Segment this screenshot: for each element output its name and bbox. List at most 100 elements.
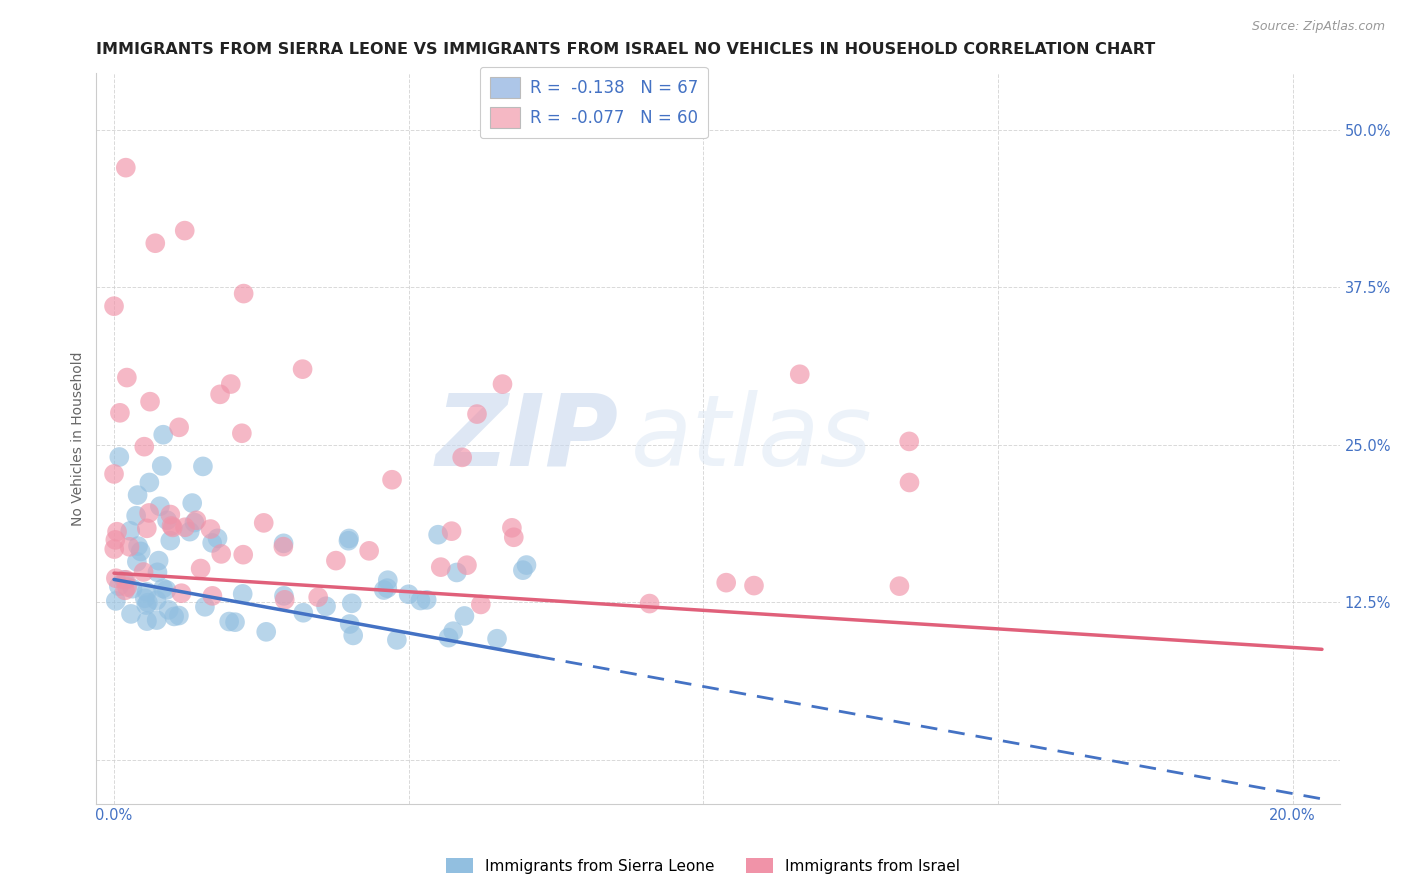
Text: ZIP: ZIP xyxy=(436,390,619,487)
Point xyxy=(159,533,181,548)
Point xyxy=(135,584,157,599)
Point xyxy=(273,536,295,550)
Point xyxy=(104,594,127,608)
Point xyxy=(437,631,460,645)
Point xyxy=(377,573,399,587)
Point xyxy=(108,450,131,464)
Point xyxy=(398,587,420,601)
Point xyxy=(898,475,921,490)
Point xyxy=(201,589,224,603)
Point xyxy=(115,580,138,594)
Point xyxy=(156,513,179,527)
Point xyxy=(201,536,224,550)
Point xyxy=(789,368,811,382)
Point xyxy=(125,555,148,569)
Point xyxy=(340,596,363,610)
Point xyxy=(162,520,184,534)
Point xyxy=(174,520,197,534)
Text: IMMIGRANTS FROM SIERRA LEONE VS IMMIGRANTS FROM ISRAEL NO VEHICLES IN HOUSEHOLD : IMMIGRANTS FROM SIERRA LEONE VS IMMIGRAN… xyxy=(97,42,1156,57)
Point xyxy=(381,473,404,487)
Point xyxy=(179,524,201,539)
Point xyxy=(104,571,127,585)
Point xyxy=(200,522,222,536)
Point xyxy=(186,513,208,527)
Point xyxy=(125,508,148,523)
Point xyxy=(486,632,509,646)
Point xyxy=(385,632,408,647)
Point xyxy=(114,583,136,598)
Point xyxy=(145,613,167,627)
Point xyxy=(121,582,143,596)
Point xyxy=(291,362,314,376)
Point xyxy=(191,459,214,474)
Point xyxy=(103,467,125,481)
Point xyxy=(232,548,254,562)
Point xyxy=(315,599,337,614)
Point xyxy=(150,458,173,473)
Point xyxy=(373,582,395,597)
Point xyxy=(181,496,204,510)
Point xyxy=(135,598,157,612)
Point xyxy=(114,161,136,175)
Point xyxy=(292,606,315,620)
Point xyxy=(136,596,159,610)
Point xyxy=(190,561,212,575)
Point xyxy=(194,599,217,614)
Point xyxy=(209,387,232,401)
Point xyxy=(104,533,127,547)
Legend: Immigrants from Sierra Leone, Immigrants from Israel: Immigrants from Sierra Leone, Immigrants… xyxy=(440,852,966,880)
Point xyxy=(889,579,911,593)
Point xyxy=(139,394,162,409)
Point xyxy=(159,508,181,522)
Point xyxy=(135,521,157,535)
Point xyxy=(339,617,361,632)
Point xyxy=(152,582,174,596)
Point xyxy=(224,615,246,629)
Point xyxy=(120,524,142,538)
Point xyxy=(148,554,170,568)
Point xyxy=(465,407,488,421)
Point xyxy=(129,544,152,558)
Point xyxy=(231,426,253,441)
Point xyxy=(273,540,295,554)
Point xyxy=(112,573,135,587)
Point xyxy=(127,488,149,502)
Point xyxy=(427,527,450,541)
Point xyxy=(115,370,138,384)
Point xyxy=(120,607,142,621)
Point xyxy=(138,475,160,490)
Point xyxy=(146,566,169,580)
Point xyxy=(209,547,232,561)
Point xyxy=(274,592,297,607)
Legend: R =  -0.138   N = 67, R =  -0.077   N = 60: R = -0.138 N = 67, R = -0.077 N = 60 xyxy=(479,67,707,138)
Text: Source: ZipAtlas.com: Source: ZipAtlas.com xyxy=(1251,20,1385,33)
Point xyxy=(342,628,364,642)
Point xyxy=(638,597,661,611)
Point xyxy=(451,450,474,465)
Point xyxy=(138,506,160,520)
Point xyxy=(446,566,468,580)
Point xyxy=(325,553,347,567)
Y-axis label: No Vehicles in Household: No Vehicles in Household xyxy=(72,351,86,525)
Point xyxy=(183,516,205,530)
Point xyxy=(441,624,464,639)
Point xyxy=(359,544,381,558)
Point xyxy=(501,521,523,535)
Point xyxy=(254,624,277,639)
Point xyxy=(232,587,254,601)
Point xyxy=(456,558,478,573)
Point xyxy=(232,286,254,301)
Point xyxy=(118,540,141,554)
Point xyxy=(157,603,180,617)
Point xyxy=(219,377,242,392)
Point xyxy=(714,575,737,590)
Point xyxy=(143,236,166,251)
Point xyxy=(440,524,463,538)
Point xyxy=(155,582,177,597)
Point xyxy=(114,573,136,587)
Point xyxy=(375,581,398,595)
Text: atlas: atlas xyxy=(631,390,873,487)
Point xyxy=(134,440,156,454)
Point xyxy=(409,593,432,607)
Point xyxy=(152,427,174,442)
